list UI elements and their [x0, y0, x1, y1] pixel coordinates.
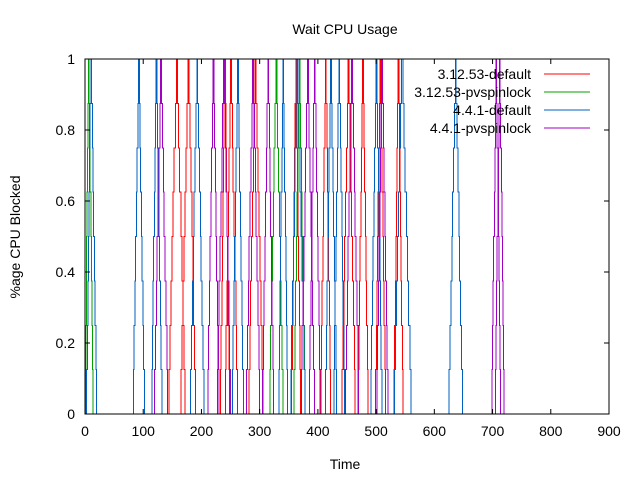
- y-tick-label: 1: [67, 51, 75, 67]
- series-4-spike-10: [491, 59, 502, 414]
- series-3-spike-9: [333, 59, 346, 414]
- series-2-spike-1: [85, 59, 94, 414]
- series-1-spike-8: [341, 59, 356, 414]
- x-tick-label: 200: [190, 423, 214, 439]
- x-tick-label: 600: [423, 423, 447, 439]
- axes: 0 100 200 300 400 500 600 700 800 900 0 0.2 0.4 0.6 0.…: [56, 51, 621, 439]
- series-3-spike-3: [151, 59, 163, 414]
- legend-label: 4.4.1-pvspinlock: [430, 120, 532, 136]
- series-1-spike-9: [357, 59, 369, 414]
- legend-label: 3.12.53-pvspinlock: [414, 84, 532, 100]
- x-tick-label: 0: [81, 423, 89, 439]
- x-axis-label: Time: [330, 456, 361, 472]
- legend-item-4: 4.4.1-pvspinlock: [430, 120, 590, 136]
- series-4-spike-7: [308, 59, 321, 414]
- x-tick-label: 300: [248, 423, 272, 439]
- series-4: [153, 59, 505, 414]
- legend-item-2: 3.12.53-pvspinlock: [414, 84, 590, 100]
- series-4-spike-11: [494, 59, 505, 414]
- series-3-spike-1: [86, 59, 98, 414]
- y-axis-label: %age CPU Blocked: [7, 176, 23, 299]
- series-4-spike-3: [216, 59, 232, 414]
- series-3-spike-12: [448, 59, 463, 414]
- x-tick-label: 700: [481, 423, 505, 439]
- series-3-spike-5: [231, 59, 244, 414]
- y-tick-label: 0: [67, 406, 75, 422]
- legend-label: 3.12.53-default: [438, 66, 532, 82]
- legend-item-3: 4.4.1-default: [453, 102, 590, 118]
- series-3-spike-10: [370, 59, 383, 414]
- series-3: [86, 59, 463, 414]
- series-3-spike-2: [132, 59, 145, 414]
- plot-area: [85, 59, 505, 414]
- series-1-spike-5: [248, 59, 264, 414]
- series-1-spike-1: [167, 59, 186, 414]
- x-tick-label: 900: [597, 423, 621, 439]
- y-tick-label: 0.8: [56, 122, 76, 138]
- series-3-spike-6: [278, 59, 289, 414]
- y-tick-label: 0.2: [56, 335, 76, 351]
- chart-title: Wait CPU Usage: [292, 21, 398, 37]
- series-4-spike-4: [245, 59, 261, 414]
- series-1-spike-7: [320, 59, 332, 414]
- legend: 3.12.53-default 3.12.53-pvspinlock 4.4.1-d…: [414, 66, 590, 136]
- x-tick-label: 800: [539, 423, 563, 439]
- series-4-spike-6: [300, 59, 315, 414]
- x-tick-label: 100: [132, 423, 156, 439]
- series-1-spike-10: [374, 59, 386, 414]
- series-4-spike-2: [207, 59, 220, 414]
- series-1-spike-11: [393, 59, 404, 414]
- x-tick-label: 400: [306, 423, 330, 439]
- series-4-spike-5: [262, 59, 275, 414]
- plot-frame: [84, 58, 610, 415]
- legend-label: 4.4.1-default: [453, 102, 531, 118]
- series-4-spike-8: [344, 59, 360, 414]
- series-4-spike-1: [153, 59, 169, 414]
- series-3-spike-4: [189, 59, 205, 414]
- series-1-spike-4: [224, 59, 238, 414]
- legend-item-1: 3.12.53-default: [438, 66, 590, 82]
- x-tick-label: 500: [364, 423, 388, 439]
- y-tick-label: 0.4: [56, 264, 76, 280]
- series-3-spike-11: [393, 59, 412, 414]
- series-4-spike-9: [376, 59, 389, 414]
- y-tick-label: 0.6: [56, 193, 76, 209]
